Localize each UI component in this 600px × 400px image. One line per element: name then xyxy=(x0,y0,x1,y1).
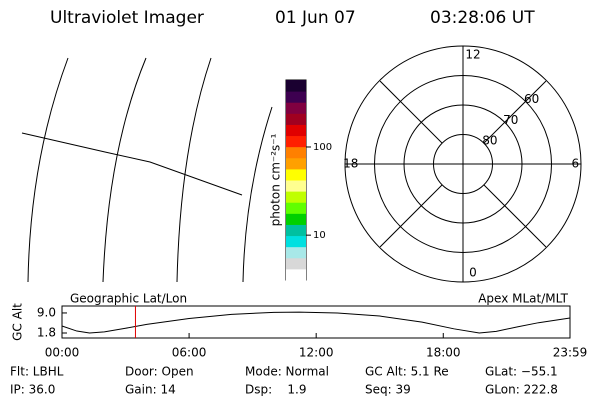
color-swatch xyxy=(286,102,306,114)
color-swatch xyxy=(286,135,306,148)
color-swatch xyxy=(286,257,306,270)
info-field: GC Alt: 5.1 Re xyxy=(365,365,449,379)
color-swatch xyxy=(286,157,306,170)
lat-ring xyxy=(433,134,493,194)
meridian xyxy=(27,57,69,283)
geographic-grid xyxy=(21,57,273,283)
info-field: Seq: 39 xyxy=(365,383,411,397)
mlt-label: 0 xyxy=(469,266,477,280)
date: 01 Jun 07 xyxy=(275,8,356,28)
color-swatch xyxy=(286,80,306,92)
color-swatch xyxy=(286,113,306,125)
diagonal xyxy=(483,80,547,144)
diagonal xyxy=(379,184,443,248)
y-label: GC Alt xyxy=(11,303,25,341)
color-swatch xyxy=(286,91,306,103)
mlt-label: 18 xyxy=(343,157,358,171)
right-label: Apex MLat/MLT xyxy=(478,292,568,306)
polar-grid xyxy=(345,46,581,282)
info-field: GLon: 222.8 xyxy=(485,383,558,397)
colorbar-tick-label: 100 xyxy=(313,142,332,153)
time: 03:28:06 UT xyxy=(430,8,535,28)
colorbar-label: photon cm⁻²s⁻¹ xyxy=(269,133,283,226)
x-tick-label: 06:00 xyxy=(172,346,207,360)
info-field: Gain: 14 xyxy=(125,383,176,397)
x-tick-label: 23:59 xyxy=(553,346,588,360)
outer-ring xyxy=(344,45,582,283)
color-swatch xyxy=(286,202,306,214)
info-field: IP: 36.0 xyxy=(10,383,55,397)
meridian xyxy=(102,57,147,283)
altitude-line xyxy=(61,311,571,334)
color-swatch xyxy=(286,191,306,203)
meridian xyxy=(176,57,212,283)
lat-ring xyxy=(374,75,552,253)
mlt-label: 12 xyxy=(465,48,480,62)
y-tick-label: 1.8 xyxy=(37,325,56,339)
info-field: Door: Open xyxy=(125,365,194,379)
color-swatch xyxy=(286,146,306,159)
color-swatch xyxy=(286,235,306,248)
title: Ultraviolet Imager xyxy=(50,8,204,28)
lat-label: 60 xyxy=(524,92,539,106)
diagonal xyxy=(379,80,443,144)
meridian xyxy=(242,106,273,283)
left-label: Geographic Lat/Lon xyxy=(70,292,187,306)
lat-ring xyxy=(403,104,523,224)
info-field: Dsp: 1.9 xyxy=(245,383,307,397)
color-swatch xyxy=(286,246,306,259)
color-swatch xyxy=(286,224,306,237)
lat-label: 70 xyxy=(503,113,518,127)
x-tick-label: 00:00 xyxy=(45,346,80,360)
info-field: Mode: Normal xyxy=(245,365,329,379)
color-swatch xyxy=(286,124,306,137)
lat-label: 80 xyxy=(482,134,497,148)
x-tick-label: 12:00 xyxy=(299,346,334,360)
colorbar-tick-label: 10 xyxy=(313,230,326,241)
color-swatch xyxy=(286,213,306,225)
color-swatch xyxy=(286,180,306,192)
color-swatch xyxy=(286,168,306,181)
info-field: GLat: −55.1 xyxy=(485,365,558,379)
parallel xyxy=(21,132,243,196)
y-tick-label: 9.0 xyxy=(37,305,56,319)
diagonal xyxy=(483,184,547,248)
mlt-label: 6 xyxy=(571,157,579,171)
info-field: Flt: LBHL xyxy=(10,365,64,379)
x-tick-label: 18:00 xyxy=(426,346,461,360)
color-swatch xyxy=(286,268,306,281)
